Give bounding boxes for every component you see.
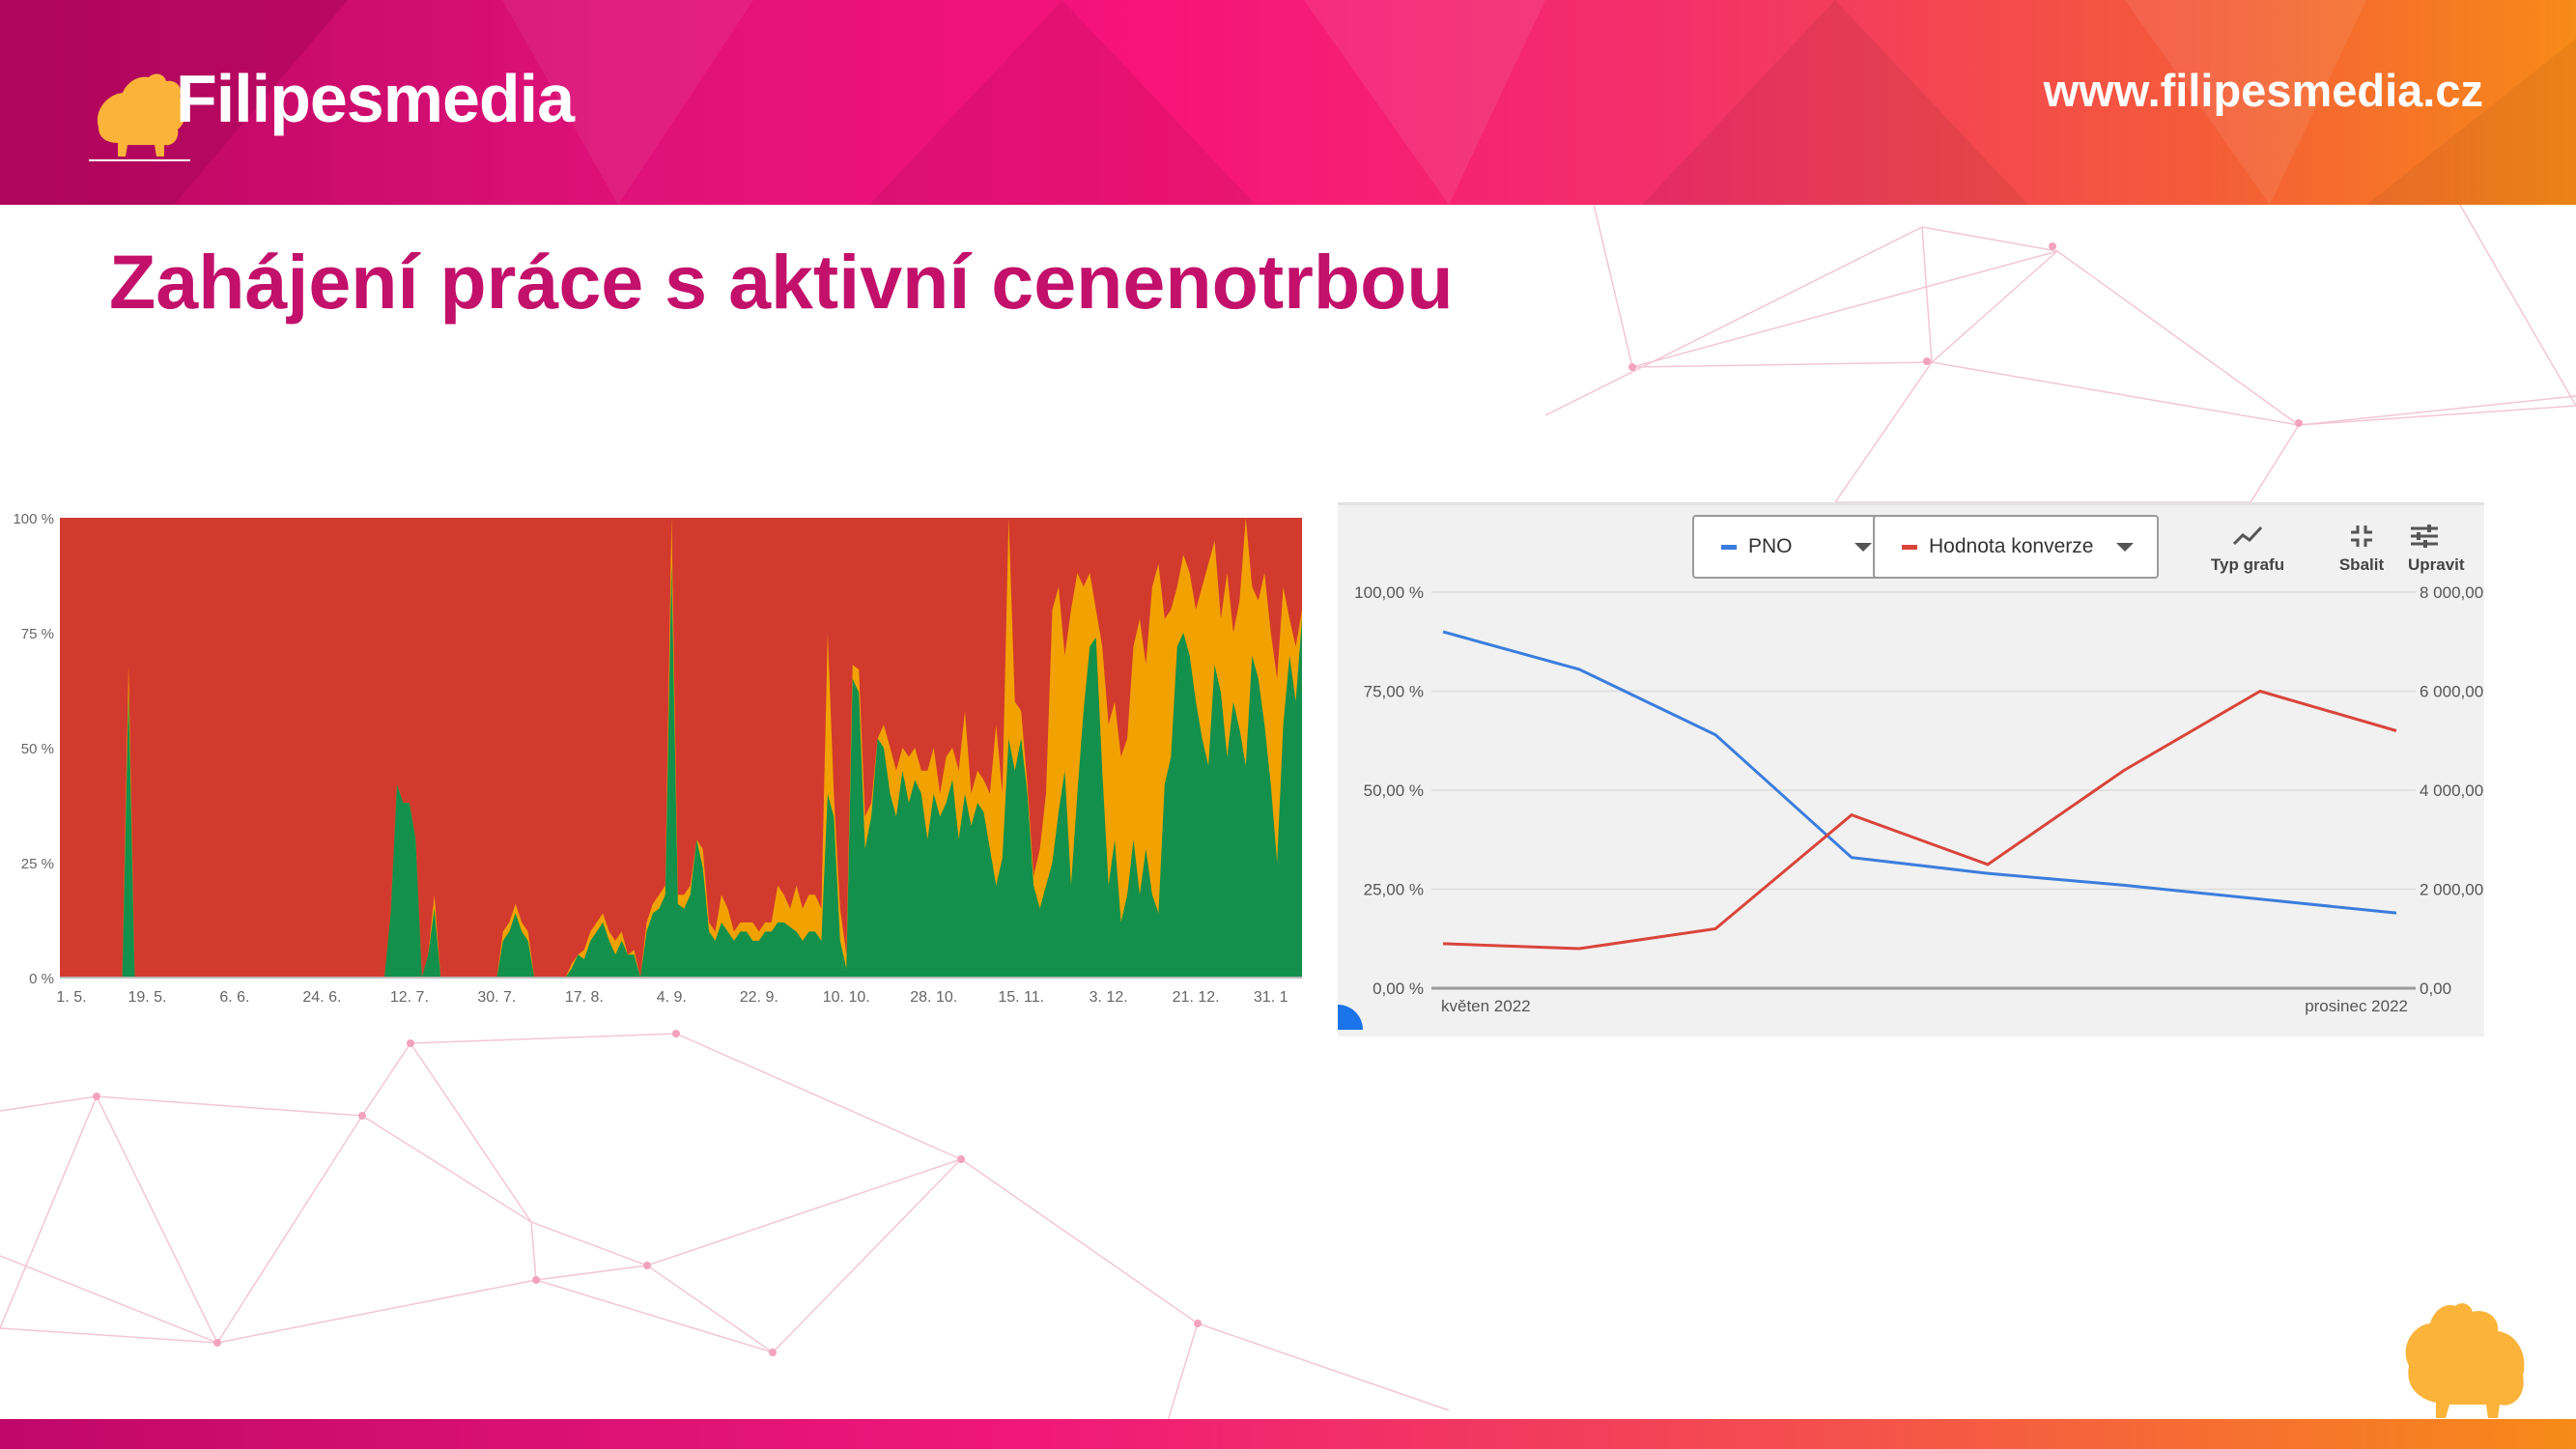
- x-tick-label: 30. 7.: [477, 989, 516, 1006]
- website-url[interactable]: www.filipesmedia.cz: [2043, 65, 2483, 116]
- share-area-chart: 0 % 25 % 50 % 75 % 100 % 1. 5. 19. 5. 6. 6. 24. …: [13, 511, 1302, 1006]
- x-start-label: květen 2022: [1441, 997, 1531, 1015]
- pomeranian-dog-icon: [89, 73, 190, 161]
- x-tick-label: 24. 6.: [302, 989, 341, 1006]
- footer-bar: [0, 1419, 2576, 1449]
- y-tick-label: 100 %: [13, 511, 54, 527]
- y-right-tick-label: 2 000,00: [2420, 881, 2483, 899]
- plot-bg: [1338, 505, 2484, 1037]
- y-left-tick-label: 25,00 %: [1364, 881, 1424, 899]
- tune-icon: [2411, 525, 2438, 548]
- y-tick-label: 75 %: [21, 626, 54, 642]
- conversion-pno-chart-panel: 0,00 % 0,00 25,00 % 2 000,00 50,00 % 4 000,00…: [1338, 502, 2484, 1037]
- x-tick-label: 19. 5.: [127, 989, 166, 1006]
- y-left-tick-label: 0,00 %: [1373, 980, 1424, 998]
- x-tick-label: 22. 9.: [740, 989, 778, 1006]
- collapse-icon: [2351, 526, 2372, 547]
- y-left-tick-label: 100,00 %: [1354, 583, 1424, 602]
- chevron-down-icon: [2116, 542, 2134, 552]
- collapse-button[interactable]: Sbalit: [2313, 523, 2410, 575]
- y-right-tick-label: 6 000,00: [2420, 683, 2483, 701]
- x-tick-label: 4. 9.: [657, 989, 687, 1006]
- x-tick-label: 6. 6.: [219, 989, 249, 1006]
- pno-line: [1442, 630, 2397, 915]
- chart-type-button[interactable]: Typ grafu: [2199, 523, 2296, 575]
- chart-type-label: Typ grafu: [2210, 555, 2285, 574]
- x-tick-label: 3. 12.: [1090, 989, 1128, 1006]
- x-tick-label: 21. 12.: [1173, 989, 1220, 1006]
- y-right-tick-label: 4 000,00: [2420, 781, 2483, 800]
- y-tick-label: 25 %: [21, 856, 54, 872]
- header-banner: Filipesmedia www.filipesmedia.cz: [0, 0, 2576, 205]
- y-tick-label: 50 %: [21, 741, 54, 757]
- x-tick-label: 31. 1: [1254, 989, 1288, 1006]
- pno-conversion-line-chart: 0,00 % 0,00 25,00 % 2 000,00 50,00 % 4 000,00…: [1338, 505, 2484, 1037]
- x-tick-label: 1. 5.: [56, 989, 86, 1006]
- legend-label-pno: PNO: [1748, 535, 1793, 557]
- chevron-down-icon: [1854, 542, 1872, 552]
- collapse-label: Sbalit: [2338, 555, 2385, 574]
- y-left-tick-label: 75,00 %: [1364, 683, 1424, 701]
- x-tick-label: 17. 8.: [565, 989, 604, 1006]
- x-end-label: prosinec 2022: [2305, 997, 2408, 1015]
- edit-label: Upravit: [2408, 555, 2465, 574]
- pno-swatch: [1721, 544, 1737, 550]
- legend-selector-conversion[interactable]: Hodnota konverze: [1873, 515, 2159, 579]
- y-right-tick-label: 0,00: [2420, 980, 2451, 998]
- y-right-tick-label: 8 000,00: [2420, 583, 2483, 602]
- y-tick-label: 0 %: [29, 971, 54, 987]
- logo-text: Filipesmedia: [176, 61, 575, 136]
- conversion-value-line: [1442, 689, 2397, 951]
- y-left-tick-label: 50,00 %: [1364, 781, 1424, 800]
- conversion-swatch: [1902, 544, 1917, 550]
- legend-selector-pno[interactable]: PNO: [1692, 515, 1897, 579]
- x-tick-label: 15. 11.: [998, 989, 1044, 1006]
- green-area: [60, 563, 1302, 978]
- line-chart-icon: [2232, 526, 2263, 546]
- slide-title: Zahájení práce s aktivní cenenotrbou: [109, 239, 1454, 325]
- x-tick-label: 28. 10.: [910, 989, 957, 1006]
- x-tick-label: 12. 7.: [390, 989, 429, 1006]
- x-tick-label: 10. 10.: [823, 989, 870, 1006]
- edit-button[interactable]: Upravit: [2391, 523, 2484, 575]
- mascot-dog-icon: [2405, 1303, 2525, 1418]
- legend-label-conversion: Hodnota konverze: [1929, 535, 2094, 557]
